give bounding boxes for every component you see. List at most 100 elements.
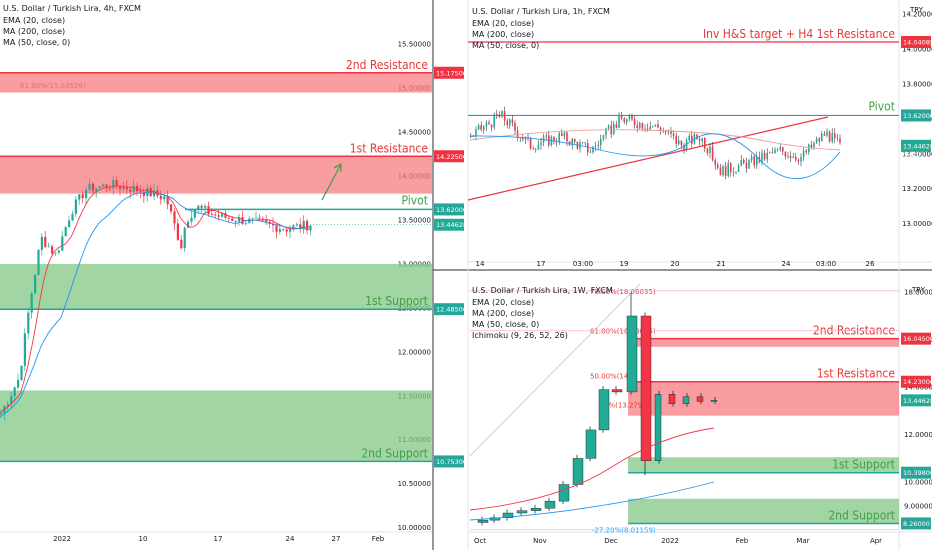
candle-body xyxy=(704,137,706,149)
price-tick-label: 13.50000 xyxy=(398,216,431,224)
candle-body xyxy=(574,138,576,142)
zone-price-tag-bg xyxy=(901,375,931,388)
zone-label: 1st Support xyxy=(365,294,428,308)
candle-body xyxy=(709,146,711,154)
candle-body xyxy=(68,220,71,228)
candle-body xyxy=(771,152,774,154)
candle-body xyxy=(71,213,74,221)
time-tick-label: 24 xyxy=(286,535,295,543)
candle-body xyxy=(611,389,623,393)
candle-body xyxy=(251,218,254,220)
candle-body xyxy=(132,185,135,192)
pivot-price-tag: 13.62000 xyxy=(903,112,932,120)
pivot-label: Pivot xyxy=(402,193,428,207)
candle-body xyxy=(488,122,490,125)
zone-price-tag: 15.17500 xyxy=(436,69,467,77)
candle-body xyxy=(808,144,810,153)
zone-price-tag: 16.04500 xyxy=(903,335,932,343)
candle-body xyxy=(537,144,540,150)
candle-body xyxy=(475,129,477,136)
candle-body xyxy=(51,246,54,254)
candle-body xyxy=(594,145,597,147)
candle-body xyxy=(633,119,636,126)
candle-body xyxy=(584,142,586,144)
pivot-price-tag-bg xyxy=(434,203,464,216)
candle-body xyxy=(698,139,701,142)
candle-body xyxy=(193,209,196,218)
candle-body xyxy=(142,192,145,196)
candle-body xyxy=(652,126,654,128)
candle-body xyxy=(756,156,758,166)
candle-body xyxy=(509,119,511,126)
candle-body xyxy=(581,142,584,143)
candle-body xyxy=(613,124,615,135)
candle-body xyxy=(503,111,506,121)
candle-body xyxy=(774,149,776,154)
candle-body xyxy=(831,133,833,142)
currency-badge: TRY xyxy=(911,286,926,294)
candle-body xyxy=(485,122,488,127)
candle-body xyxy=(272,223,275,226)
candle-body xyxy=(795,156,797,160)
candle-body xyxy=(282,229,285,231)
candle-body xyxy=(234,220,237,222)
candle-body xyxy=(654,124,657,127)
candle-body xyxy=(735,171,737,173)
candle-body xyxy=(190,217,193,222)
candle-body xyxy=(631,115,633,120)
fib-label: 78.60%(18.06035) xyxy=(590,288,656,296)
indicator-label: MA (200, close) xyxy=(3,27,65,36)
candle-body xyxy=(769,152,771,154)
arrow-line xyxy=(321,165,341,201)
candle-body xyxy=(516,510,528,514)
price-tick-label: 15.50000 xyxy=(398,41,431,49)
candle-body xyxy=(255,217,258,219)
candle-body xyxy=(696,396,704,402)
candle-body xyxy=(706,148,709,154)
zone-label: 2nd Support xyxy=(361,446,428,460)
candle-body xyxy=(501,111,503,117)
price-tick-label: 9.00000 xyxy=(904,502,932,510)
resistance-zone xyxy=(628,381,899,416)
candle-body xyxy=(727,163,729,176)
candle-body xyxy=(493,114,495,128)
candle-body xyxy=(615,124,618,128)
candle-body xyxy=(74,199,77,214)
candle-body xyxy=(782,147,784,152)
candle-body xyxy=(530,508,542,511)
candle-body xyxy=(91,183,94,192)
candle-body xyxy=(204,205,207,208)
candle-body xyxy=(289,229,292,232)
candle-body xyxy=(238,217,241,222)
candle-body xyxy=(502,512,514,518)
candle-body xyxy=(784,151,787,157)
candle-body xyxy=(54,252,57,254)
ema-line xyxy=(0,185,310,414)
time-tick-label: Mar xyxy=(796,537,809,545)
candle-body xyxy=(641,122,644,129)
candle-body xyxy=(787,156,789,157)
zone-label: 1st Support xyxy=(832,458,895,472)
zone-price-tag-bg xyxy=(434,150,464,163)
candle-body xyxy=(670,130,672,134)
candle-body xyxy=(636,125,638,129)
candle-body xyxy=(668,394,676,405)
candle-body xyxy=(173,211,176,224)
candle-body xyxy=(597,145,599,146)
price-tick-label: 12.00000 xyxy=(904,431,932,439)
candle-body xyxy=(522,137,524,140)
candle-body xyxy=(149,187,152,197)
candle-body xyxy=(680,140,683,145)
arrow-head xyxy=(333,162,342,172)
price-tick-label: 10.50000 xyxy=(398,480,431,488)
candle-body xyxy=(724,166,727,176)
zone-label: 1st Resistance xyxy=(350,141,429,155)
candle-body xyxy=(779,147,781,150)
zone-label: 2nd Resistance xyxy=(346,58,428,72)
candle-body xyxy=(102,184,105,187)
candle-body xyxy=(605,128,607,136)
candle-body xyxy=(592,146,594,153)
price-tick-label: 10.00000 xyxy=(904,479,932,487)
target-price-tag: 14.04085 xyxy=(903,38,932,46)
time-tick-label: Oct xyxy=(474,537,486,545)
